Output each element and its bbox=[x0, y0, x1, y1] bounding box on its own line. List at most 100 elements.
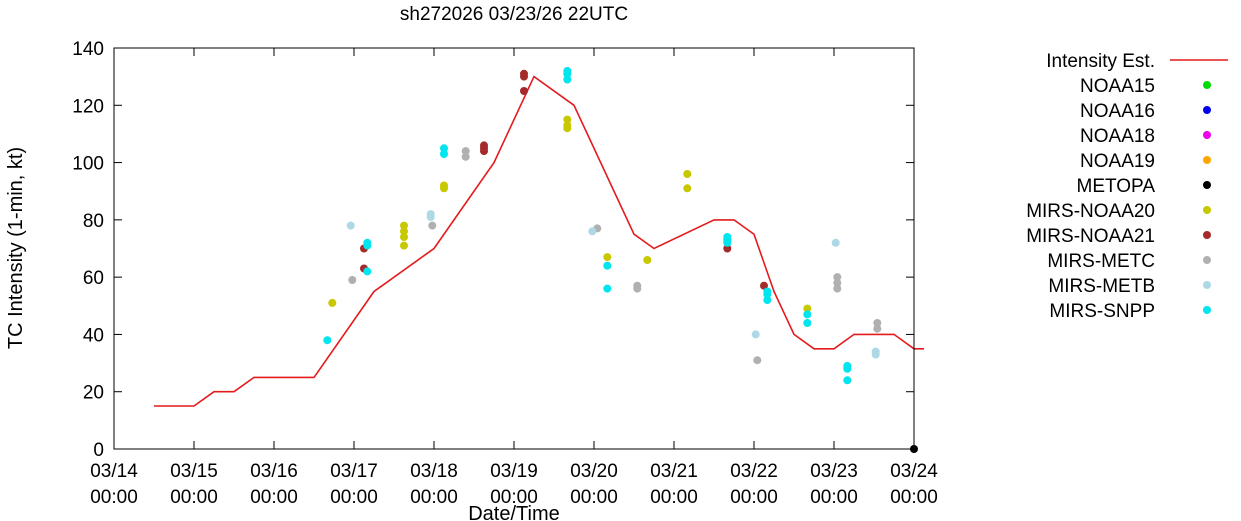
data-point-mirs-metb bbox=[871, 350, 880, 359]
legend-swatch-mirs-metc bbox=[1203, 256, 1211, 264]
data-point-mirs-noaa21 bbox=[520, 87, 528, 95]
legend-label-noaa19: NOAA19 bbox=[1080, 151, 1155, 172]
legend-swatch-noaa15 bbox=[1203, 81, 1211, 89]
legend-label-mirs-noaa20: MIRS-NOAA20 bbox=[1026, 201, 1155, 222]
data-point-mirs-noaa20 bbox=[563, 115, 572, 124]
data-point-mirs-noaa21 bbox=[480, 147, 488, 156]
legend-label-intensity-est: Intensity Est. bbox=[1046, 51, 1155, 72]
x-tick-label: 03/21 bbox=[650, 461, 698, 482]
x-tick-label: 03/23 bbox=[810, 461, 858, 482]
legend-swatch-noaa19 bbox=[1203, 156, 1211, 164]
data-point-mirs-metc bbox=[461, 147, 470, 156]
data-point-mirs-metc bbox=[348, 276, 357, 284]
data-point-mirs-noaa20 bbox=[683, 170, 692, 178]
data-point-mirs-metc bbox=[833, 273, 842, 282]
x-tick-label: 03/15 bbox=[170, 461, 218, 482]
data-point-mirs-snpp bbox=[843, 376, 852, 385]
y-tick-label: 0 bbox=[93, 440, 104, 461]
axis-ticks: 0 20 40 60 80 100 120 140 03/14 00:00 03/15 00:00 03… bbox=[72, 39, 938, 508]
x-tick-label: 03/24 bbox=[890, 461, 938, 482]
x-tick-label: 00:00 bbox=[90, 487, 138, 508]
legend-label-mirs-noaa21: MIRS-NOAA21 bbox=[1026, 226, 1155, 247]
legend-label-noaa18: NOAA18 bbox=[1080, 126, 1155, 147]
legend-swatch-noaa18 bbox=[1203, 131, 1211, 139]
data-point-mirs-noaa20 bbox=[643, 256, 652, 264]
y-tick-label: 140 bbox=[72, 39, 104, 60]
legend: Intensity Est. NOAA15 NOAA16 NOAA18 NOAA19 ME… bbox=[1026, 51, 1228, 322]
x-tick-label: 03/17 bbox=[330, 461, 378, 482]
y-tick-label: 100 bbox=[72, 154, 104, 175]
legend-label-metopa: METOPA bbox=[1077, 176, 1156, 197]
data-point-mirs-metc bbox=[633, 284, 642, 293]
data-point-mirs-snpp bbox=[603, 284, 612, 293]
data-point-mirs-snpp bbox=[563, 75, 572, 84]
x-tick-label: 03/14 bbox=[90, 461, 138, 482]
legend-swatch-noaa16 bbox=[1203, 106, 1211, 114]
legend-label-noaa16: NOAA16 bbox=[1080, 101, 1155, 122]
x-tick-label: 00:00 bbox=[730, 487, 778, 508]
data-point-mirs-snpp bbox=[363, 241, 372, 250]
y-axis-label: TC Intensity (1-min, kt) bbox=[5, 147, 27, 349]
data-point-mirs-snpp bbox=[440, 150, 448, 158]
data-point-mirs-metc bbox=[753, 356, 762, 365]
plot-marks bbox=[154, 66, 924, 453]
data-point-mirs-noaa20 bbox=[803, 304, 812, 313]
y-tick-label: 80 bbox=[83, 211, 104, 232]
data-point-mirs-snpp bbox=[323, 336, 332, 345]
legend-label-mirs-metc: MIRS-METC bbox=[1047, 251, 1155, 272]
x-tick-label: 00:00 bbox=[250, 487, 298, 508]
legend-swatch-mirs-noaa21 bbox=[1203, 231, 1211, 239]
x-tick-label: 03/18 bbox=[410, 461, 458, 482]
legend-swatch-metopa bbox=[1203, 181, 1211, 189]
data-point-mirs-snpp bbox=[603, 261, 612, 270]
data-point-mirs-noaa21 bbox=[723, 244, 732, 253]
x-tick-label: 03/22 bbox=[730, 461, 778, 482]
data-point-mirs-metc bbox=[428, 221, 437, 230]
data-point-mirs-metc bbox=[833, 278, 842, 287]
y-tick-label: 40 bbox=[83, 325, 104, 346]
legend-label-noaa15: NOAA15 bbox=[1080, 76, 1155, 97]
legend-label-mirs-snpp: MIRS-SNPP bbox=[1049, 301, 1155, 322]
data-point-mirs-noaa21 bbox=[520, 72, 528, 81]
data-point-mirs-noaa20 bbox=[563, 124, 572, 133]
x-tick-label: 00:00 bbox=[570, 487, 618, 508]
data-point-mirs-noaa20 bbox=[440, 184, 448, 193]
x-tick-label: 00:00 bbox=[330, 487, 378, 508]
data-point-mirs-snpp bbox=[723, 238, 732, 247]
data-point-mirs-noaa21 bbox=[760, 281, 768, 290]
x-tick-label: 03/16 bbox=[250, 461, 298, 482]
data-point-mirs-metb bbox=[588, 227, 597, 236]
data-point-mirs-noaa20 bbox=[400, 233, 408, 241]
x-tick-label: 03/19 bbox=[490, 461, 538, 482]
data-point-mirs-noaa20 bbox=[603, 253, 612, 262]
x-tick-label: 00:00 bbox=[890, 487, 938, 508]
data-point-mirs-metb bbox=[346, 221, 355, 230]
legend-label-mirs-metb: MIRS-METB bbox=[1048, 276, 1155, 297]
x-axis-label: Date/Time bbox=[468, 503, 560, 521]
data-point-mirs-metc bbox=[873, 319, 882, 327]
x-tick-label: 03/20 bbox=[570, 461, 618, 482]
data-point-mirs-snpp bbox=[843, 364, 852, 373]
y-tick-label: 20 bbox=[83, 383, 104, 404]
legend-swatch-mirs-snpp bbox=[1203, 306, 1211, 314]
x-tick-label: 00:00 bbox=[810, 487, 858, 508]
data-point-mirs-metb bbox=[426, 213, 435, 221]
x-tick-label: 00:00 bbox=[650, 487, 698, 508]
data-point-mirs-noaa20 bbox=[683, 184, 692, 193]
data-point-mirs-noaa20 bbox=[400, 241, 408, 250]
data-point-mirs-noaa20 bbox=[400, 221, 408, 230]
data-point-mirs-noaa20 bbox=[400, 227, 408, 236]
data-point-mirs-metc bbox=[873, 324, 882, 333]
chart-title: sh272026 03/23/26 22UTC bbox=[400, 4, 628, 25]
data-point-mirs-snpp bbox=[803, 319, 812, 327]
plot-frame bbox=[113, 47, 915, 450]
data-point-mirs-snpp bbox=[440, 144, 448, 153]
data-point-mirs-metc bbox=[461, 152, 470, 161]
data-point-mirs-metb bbox=[831, 238, 840, 247]
data-point-mirs-snpp bbox=[763, 290, 772, 299]
data-point-mirs-snpp bbox=[803, 310, 812, 319]
data-point-mirs-snpp bbox=[763, 296, 772, 305]
y-tick-label: 120 bbox=[72, 96, 104, 117]
data-point-mirs-snpp bbox=[363, 267, 372, 276]
